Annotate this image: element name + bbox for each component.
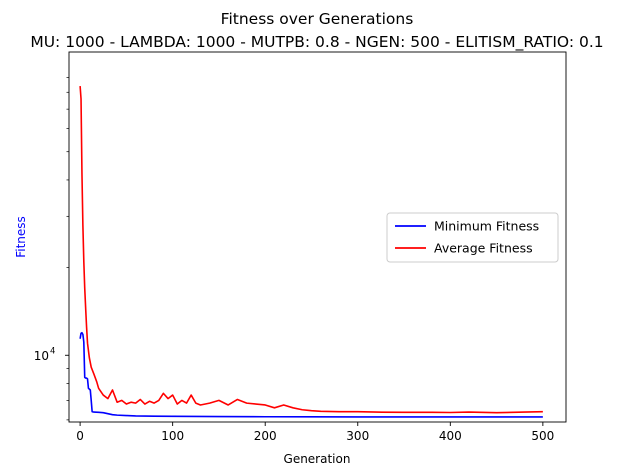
y-axis: 10 4 — [34, 77, 69, 421]
chart-subtitle: MU: 1000 - LAMBDA: 1000 - MUTPB: 0.8 - N… — [30, 33, 603, 52]
legend-label-minimum: Minimum Fitness — [434, 219, 539, 234]
x-tick-label: 100 — [161, 429, 184, 443]
y-axis-label: Fitness — [14, 216, 28, 258]
series-line-minimum-fitness — [79, 331, 543, 418]
chart-title: Fitness over Generations — [221, 10, 414, 28]
legend-box — [386, 212, 559, 263]
legend: Minimum Fitness Average Fitness — [386, 212, 559, 263]
y-tick-label: 10 — [34, 349, 49, 363]
x-tick-label: 200 — [254, 429, 277, 443]
x-axis: 0 100 200 300 400 500 — [76, 422, 554, 443]
x-tick-label: 400 — [439, 429, 462, 443]
plot-frame — [68, 51, 567, 423]
y-tick-label-exponent: 4 — [50, 346, 55, 356]
legend-label-average: Average Fitness — [434, 241, 533, 256]
x-tick-label: 300 — [346, 429, 369, 443]
x-tick-label: 500 — [531, 429, 554, 443]
series-line-average-fitness — [79, 86, 543, 414]
x-axis-label: Generation — [284, 452, 351, 466]
x-tick-label: 0 — [76, 429, 84, 443]
series-layer — [79, 86, 543, 418]
